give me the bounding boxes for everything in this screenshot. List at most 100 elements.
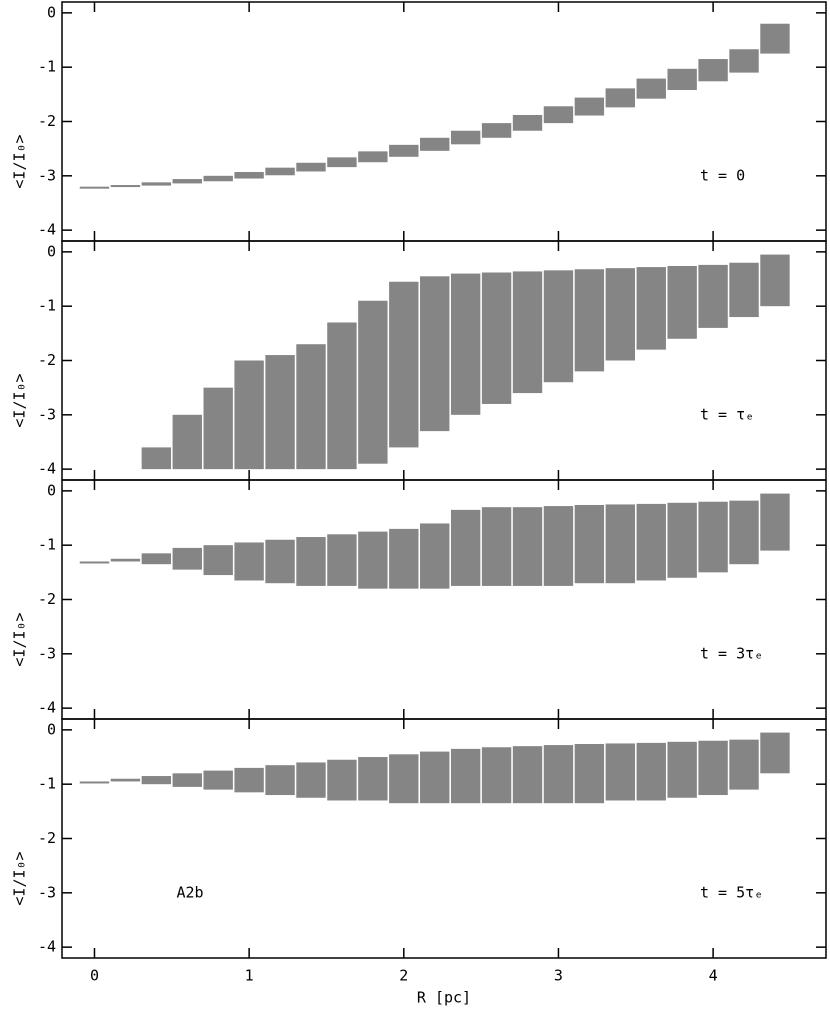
data-band <box>296 162 326 172</box>
data-band <box>450 748 481 804</box>
data-band <box>636 267 666 350</box>
y-tick-label: -1 <box>38 536 56 554</box>
data-band <box>327 157 357 168</box>
data-band <box>450 509 481 586</box>
data-band <box>420 276 450 432</box>
data-band <box>481 123 512 138</box>
x-tick-label: 1 <box>245 967 254 985</box>
data-band <box>636 78 666 99</box>
data-band <box>667 741 697 798</box>
data-band <box>358 531 388 589</box>
y-tick-label: -1 <box>38 775 56 793</box>
data-band <box>234 172 264 179</box>
data-band <box>760 254 790 307</box>
data-band <box>358 757 388 801</box>
data-band <box>636 742 666 801</box>
y-axis-label: <I/I₀> <box>11 612 29 666</box>
data-band <box>420 523 450 589</box>
data-band <box>296 537 326 586</box>
data-band <box>141 182 172 186</box>
y-tick-label: -4 <box>38 938 56 956</box>
data-band <box>667 68 697 90</box>
data-band <box>172 773 202 787</box>
data-band <box>698 740 728 796</box>
data-band <box>327 322 357 470</box>
panel-frame <box>61 1 827 242</box>
y-tick-label: -2 <box>38 829 56 847</box>
data-band <box>698 264 728 328</box>
data-band <box>265 539 295 584</box>
data-band <box>420 137 450 151</box>
data-band <box>481 747 512 804</box>
data-band <box>512 271 543 394</box>
annotation: t = τₑ <box>700 405 754 423</box>
y-tick-label: -4 <box>38 699 56 717</box>
data-band <box>636 503 666 581</box>
data-band <box>481 507 512 586</box>
data-band <box>605 743 635 801</box>
data-band <box>543 745 574 804</box>
panel-label: A2b <box>176 883 203 901</box>
data-band <box>729 500 759 565</box>
data-band <box>574 269 605 372</box>
data-band <box>203 387 233 470</box>
data-band <box>574 743 605 804</box>
data-band <box>79 561 110 564</box>
y-tick-label: -2 <box>38 112 56 130</box>
data-band <box>698 59 728 82</box>
data-band <box>79 781 110 784</box>
x-tick-label: 0 <box>90 967 99 985</box>
data-band <box>667 265 697 339</box>
y-tick-label: -1 <box>38 297 56 315</box>
data-band <box>389 281 419 448</box>
data-band <box>481 272 512 404</box>
y-axis-label: <I/I₀> <box>11 134 29 188</box>
data-band <box>141 447 172 470</box>
data-band <box>110 185 141 188</box>
data-band <box>543 106 574 124</box>
data-band <box>729 739 759 790</box>
data-band <box>234 360 264 470</box>
data-band <box>512 507 543 586</box>
data-band <box>358 151 388 163</box>
y-tick-label: 0 <box>47 3 56 21</box>
data-band <box>389 144 419 157</box>
data-band <box>760 732 790 774</box>
data-band <box>110 558 141 562</box>
y-tick-label: -2 <box>38 351 56 369</box>
x-axis-label: R [pc] <box>417 989 471 1007</box>
data-band <box>574 504 605 584</box>
y-tick-label: -1 <box>38 58 56 76</box>
data-band <box>172 179 202 184</box>
data-band <box>327 534 357 586</box>
annotation: t = 5τₑ <box>700 883 763 901</box>
data-band <box>543 506 574 586</box>
data-band <box>729 49 759 73</box>
data-band <box>327 759 357 801</box>
data-band <box>265 167 295 176</box>
data-band <box>203 770 233 790</box>
data-band <box>234 767 264 793</box>
data-band <box>172 547 202 570</box>
data-band <box>760 23 790 54</box>
y-axis-label: <I/I₀> <box>11 851 29 905</box>
data-band <box>79 186 110 189</box>
data-band <box>760 493 790 551</box>
data-band <box>543 270 574 383</box>
annotation: t = 0 <box>700 166 745 184</box>
data-band <box>420 751 450 804</box>
y-tick-label: -3 <box>38 644 56 662</box>
data-band <box>729 262 759 318</box>
x-tick-label: 4 <box>709 967 718 985</box>
y-tick-label: 0 <box>47 720 56 738</box>
annotation: t = 3τₑ <box>700 644 763 662</box>
data-band <box>389 528 419 589</box>
data-band <box>265 355 295 470</box>
y-axis-label: <I/I₀> <box>11 373 29 427</box>
data-band <box>110 778 141 782</box>
data-band <box>698 501 728 573</box>
x-tick-label: 3 <box>554 967 563 985</box>
data-band <box>512 114 543 131</box>
y-tick-label: -3 <box>38 166 56 184</box>
